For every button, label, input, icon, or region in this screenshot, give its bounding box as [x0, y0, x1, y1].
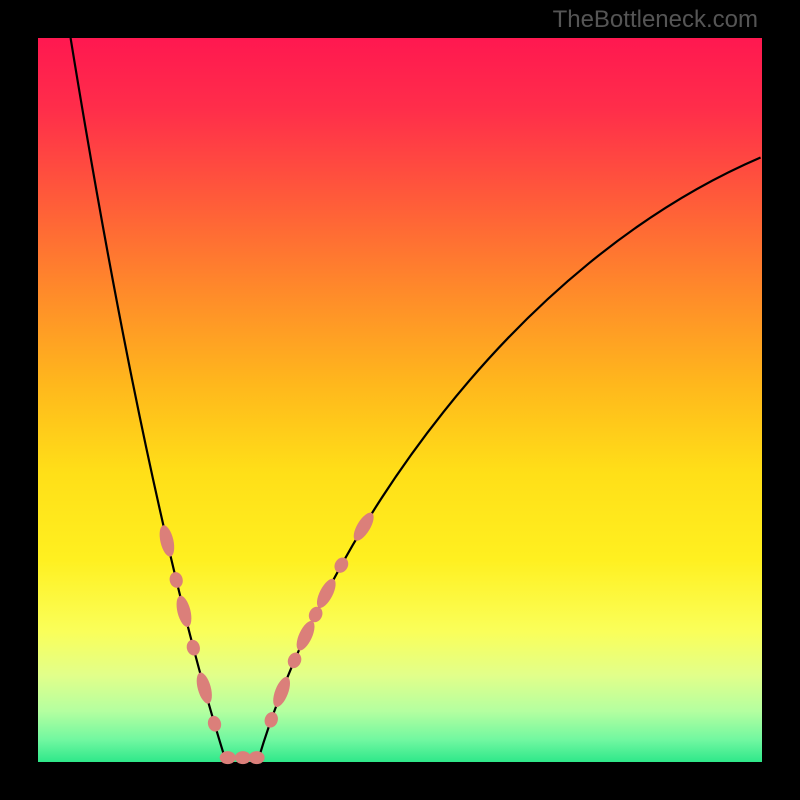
curve-marker: [185, 638, 202, 657]
curve-marker: [206, 714, 223, 733]
curve-marker: [235, 751, 251, 764]
curve-marker: [194, 671, 215, 705]
curve-marker: [313, 576, 339, 610]
plot-area: [38, 38, 762, 762]
curve-marker: [220, 751, 236, 764]
curve-marker: [350, 510, 378, 544]
curve-marker: [249, 751, 265, 764]
chart-svg: [38, 38, 762, 762]
curve-marker: [293, 618, 318, 653]
curve-marker: [262, 710, 280, 729]
curve-marker: [174, 594, 194, 628]
curve-marker: [270, 675, 294, 710]
left-branch-curve: [71, 38, 225, 758]
curve-marker: [157, 524, 177, 558]
curve-marker: [168, 571, 184, 590]
stage: TheBottleneck.com: [0, 0, 800, 800]
right-branch-curve: [259, 157, 761, 757]
curve-marker: [285, 650, 303, 670]
watermark-text: TheBottleneck.com: [553, 6, 758, 34]
curve-marker: [332, 555, 351, 575]
